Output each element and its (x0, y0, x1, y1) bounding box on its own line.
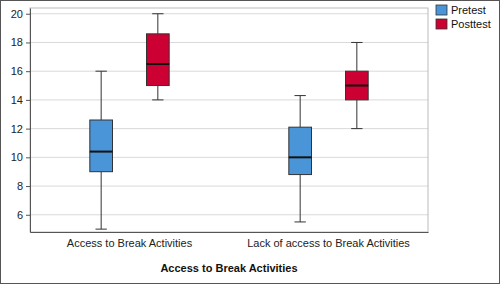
y-tick: 12 (11, 123, 30, 135)
x-axis-line (31, 232, 429, 233)
marks (90, 14, 368, 229)
y-tick: 18 (11, 36, 30, 48)
y-tick-label: 10 (11, 151, 23, 163)
x-tick-label: Access to Break Activities (67, 237, 193, 249)
whisker (157, 86, 158, 100)
legend-label: Posttest (451, 18, 491, 30)
y-tick-mark (26, 14, 30, 15)
box (289, 127, 312, 174)
grid (30, 14, 428, 215)
whisker-cap (95, 71, 106, 72)
box (90, 120, 113, 172)
plot: 6 8 10 12 14 16 18 20 Access to Break Activities… (11, 8, 429, 274)
y-tick-label: 8 (17, 180, 23, 192)
y-tick-label: 16 (11, 65, 23, 77)
y-tick-label: 12 (11, 123, 23, 135)
box-group (289, 96, 312, 222)
median (346, 85, 369, 87)
box-group (147, 14, 170, 100)
legend: Pretest Posttest (436, 4, 491, 30)
whisker-cap (152, 99, 163, 100)
legend-item: Pretest (436, 4, 486, 16)
y-tick-mark (26, 186, 30, 187)
y-tick-label: 14 (11, 94, 23, 106)
whisker (356, 42, 357, 71)
whisker-cap (95, 229, 106, 230)
legend-swatch (436, 19, 447, 29)
y-tick: 16 (11, 65, 30, 77)
x-tick: Access to Break Activities (67, 232, 193, 249)
whisker-cap (351, 42, 362, 43)
whisker (157, 14, 158, 34)
legend-label: Pretest (451, 4, 486, 16)
x-axis: Access to Break Activities Lack of access… (31, 232, 429, 249)
x-tick-label: Lack of access to Break Activities (247, 237, 410, 249)
y-axis: 6 8 10 12 14 16 18 20 (11, 8, 31, 233)
y-tick-mark (26, 71, 30, 72)
y-tick: 20 (11, 8, 30, 20)
y-tick: 14 (11, 94, 30, 106)
legend-item: Posttest (436, 18, 491, 30)
median (147, 63, 170, 65)
chart: 6 8 10 12 14 16 18 20 Access to Break Activities… (0, 0, 500, 284)
whisker-cap (294, 95, 305, 96)
whisker (300, 96, 301, 128)
whisker (356, 100, 357, 129)
grid-line (30, 186, 428, 187)
y-tick: 6 (17, 209, 30, 221)
x-axis-title: Access to Break Activities (160, 262, 297, 274)
y-tick-mark (26, 42, 30, 43)
whisker-cap (294, 221, 305, 222)
outer-frame (1, 1, 500, 284)
y-tick-mark (26, 215, 30, 216)
y-tick-label: 20 (11, 8, 23, 20)
grid-line (30, 214, 428, 215)
box-group (346, 42, 369, 128)
whisker (101, 172, 102, 229)
y-tick-mark (26, 157, 30, 158)
y-tick-mark (26, 129, 30, 130)
box (147, 34, 170, 86)
y-tick-mark (26, 100, 30, 101)
whisker-cap (351, 128, 362, 129)
median (289, 156, 312, 158)
y-tick: 8 (17, 180, 30, 192)
y-tick: 10 (11, 151, 30, 163)
grid-line (30, 42, 428, 43)
whisker (300, 175, 301, 222)
median (90, 151, 113, 153)
whisker-cap (152, 13, 163, 14)
y-tick-label: 18 (11, 36, 23, 48)
box (346, 71, 369, 100)
plot-frame (30, 8, 428, 232)
whisker (101, 71, 102, 120)
legend-swatch (436, 5, 447, 15)
grid-line (30, 13, 428, 14)
x-tick: Lack of access to Break Activities (247, 232, 410, 249)
box-group (90, 71, 113, 229)
y-tick-label: 6 (17, 209, 23, 221)
y-axis-line (30, 9, 31, 233)
